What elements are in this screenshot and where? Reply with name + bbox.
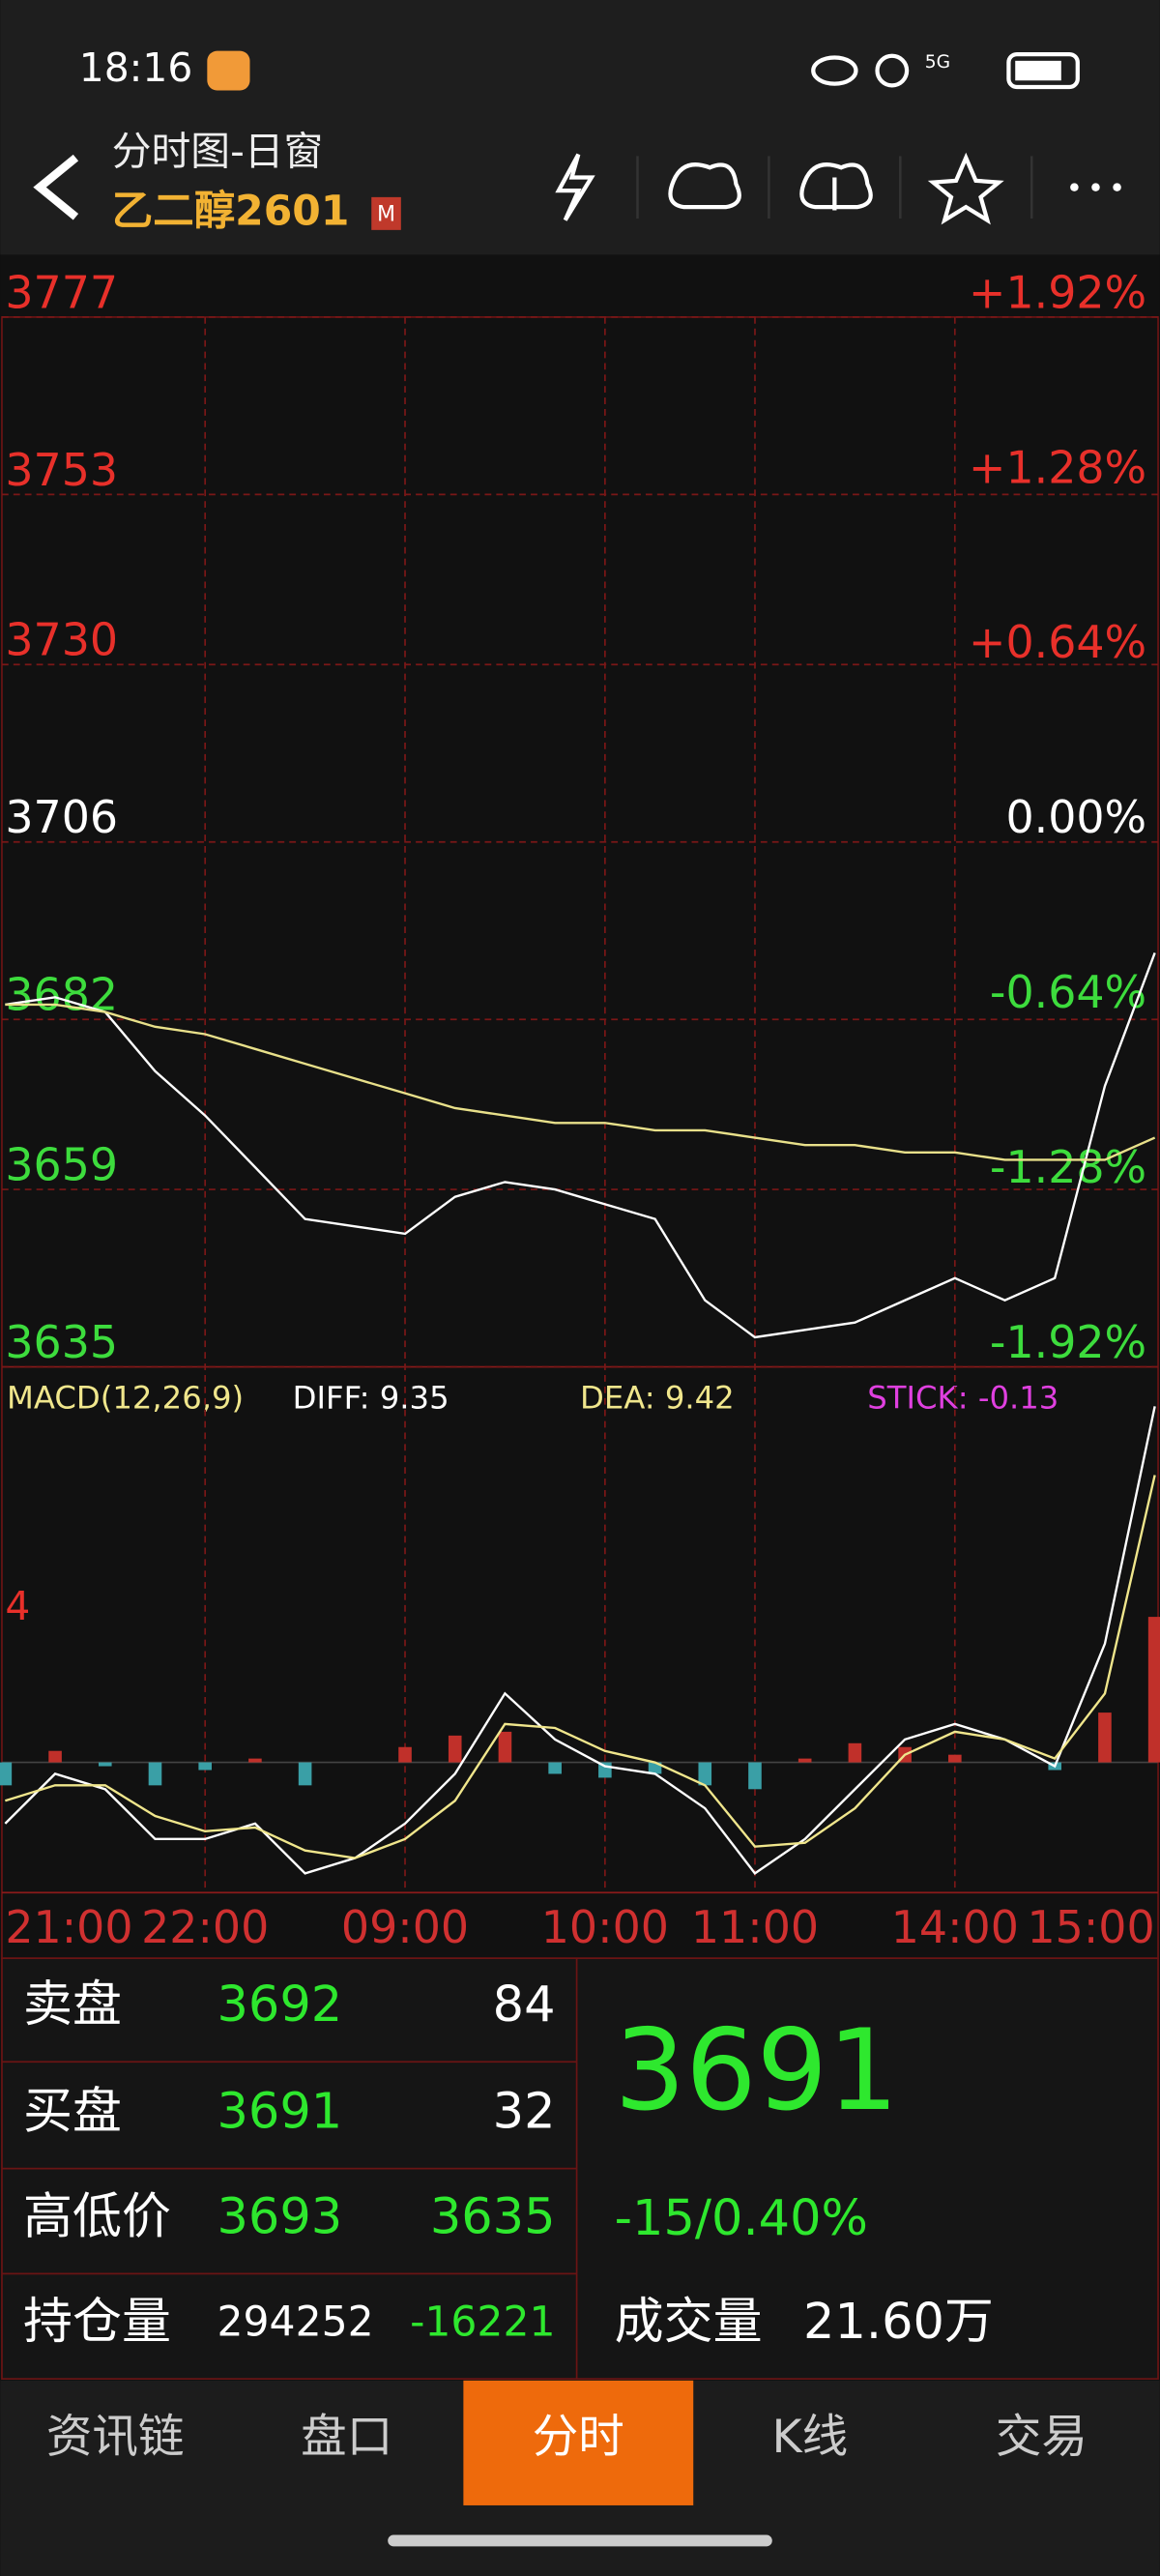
change: -15/0.40% [615, 2190, 868, 2247]
x-tick-label: 22:00 [141, 1901, 269, 1953]
legend-diff: DIFF: 9.35 [293, 1380, 450, 1417]
app-icon [207, 50, 250, 91]
volume-label: 成交量 [615, 2294, 763, 2351]
stick-bar [698, 1762, 712, 1786]
row-value: 3635 [430, 2188, 556, 2245]
signal: 5G [925, 52, 950, 73]
stick-bar [248, 1758, 262, 1763]
tab[interactable]: 盘口 [301, 2411, 392, 2464]
tab[interactable]: 分时 [533, 2411, 624, 2464]
y-tick-label: 3635 [5, 1316, 118, 1368]
stick-bar [1098, 1712, 1112, 1763]
tab[interactable]: K线 [771, 2411, 848, 2464]
volume: 21.60万 [803, 2294, 994, 2351]
cloud-up-icon[interactable] [799, 162, 873, 211]
tab-active-bg [463, 2380, 694, 2505]
x-tick-label: 21:00 [5, 1901, 132, 1953]
more-icon[interactable] [1070, 183, 1121, 191]
y2-tick-label: +1.28% [969, 441, 1146, 493]
line [5, 951, 1156, 1339]
y2-tick-label: -0.64% [990, 966, 1146, 1018]
top-bar [0, 0, 1160, 255]
y-tick-label: 3753 [5, 444, 118, 496]
x-tick-label: 15:00 [1027, 1901, 1154, 1953]
stick-bar [448, 1735, 462, 1763]
stick-bar [648, 1762, 662, 1774]
badge: M [377, 203, 395, 227]
y-tick-label: 3777 [5, 266, 118, 318]
stick-bar [748, 1762, 762, 1790]
stick-bar [148, 1762, 162, 1786]
row-value: 3692 [218, 1976, 343, 2034]
row-label: 卖盘 [23, 1976, 122, 2034]
status-time: 18:16 [79, 44, 192, 91]
badge-bg [371, 196, 401, 230]
y2-tick-label: +1.92% [969, 266, 1146, 318]
y2-tick-label: +0.64% [969, 616, 1146, 668]
y-tick-label: 3659 [5, 1138, 118, 1190]
line [5, 1475, 1156, 1859]
row-value: 294252 [218, 2299, 374, 2347]
x-tick-label: 14:00 [891, 1901, 1019, 1953]
stick-bar [98, 1762, 112, 1767]
stick-bar [548, 1762, 562, 1774]
flash-icon[interactable] [555, 153, 595, 221]
x-tick-label: 11:00 [691, 1901, 819, 1953]
page-title: 分时图-日窗 [112, 129, 324, 175]
last-price: 3691 [615, 2006, 899, 2136]
star-icon[interactable] [927, 152, 1004, 225]
line [4, 1406, 1156, 1875]
battery-level [1015, 60, 1061, 81]
stick-bar [198, 1762, 212, 1771]
home-indicator [388, 2534, 772, 2547]
y2-tick-label: -1.28% [990, 1141, 1146, 1193]
y-tick-label: 3730 [5, 614, 118, 666]
stick-bar [798, 1758, 812, 1763]
x-tick-label: 09:00 [341, 1901, 469, 1953]
row-value: 84 [493, 1976, 556, 2034]
stick-bar [848, 1742, 862, 1763]
stick-bar [498, 1731, 512, 1763]
stick-bar [0, 1762, 13, 1786]
x-tick-label: 10:00 [541, 1901, 669, 1953]
stick-bar [398, 1746, 412, 1763]
tab[interactable]: 交易 [996, 2411, 1088, 2464]
row-value: 32 [493, 2084, 556, 2141]
tab[interactable]: 资讯链 [46, 2411, 185, 2464]
y2-tick-label: -1.92% [990, 1316, 1146, 1368]
y2-tick-label: 0.00% [1005, 791, 1146, 843]
cloud-down-icon[interactable] [668, 162, 741, 210]
stick-bar [298, 1762, 312, 1786]
stick-bar [1147, 1617, 1160, 1763]
row-label: 持仓量 [23, 2294, 171, 2351]
row-label: 买盘 [23, 2084, 122, 2141]
y-tick-label: 3706 [5, 791, 118, 843]
line [5, 1003, 1156, 1161]
stick-bar [948, 1754, 962, 1763]
back-button[interactable] [33, 154, 79, 220]
y-tick-label: 3682 [5, 969, 118, 1021]
macd-title: MACD(12,26,9) [7, 1380, 244, 1417]
legend-dea: DEA: 9.42 [580, 1380, 735, 1417]
status-icons [811, 51, 1080, 90]
row-value: 3691 [218, 2084, 343, 2141]
stick-bar [48, 1750, 62, 1763]
symbol: 乙二醇2601 [112, 188, 350, 235]
row-value: -16221 [410, 2299, 555, 2347]
row-label: 高低价 [23, 2188, 171, 2245]
row-value: 3693 [218, 2188, 343, 2245]
y-tick-label: 4 [5, 1583, 30, 1629]
legend-stick: STICK: -0.13 [867, 1380, 1058, 1417]
